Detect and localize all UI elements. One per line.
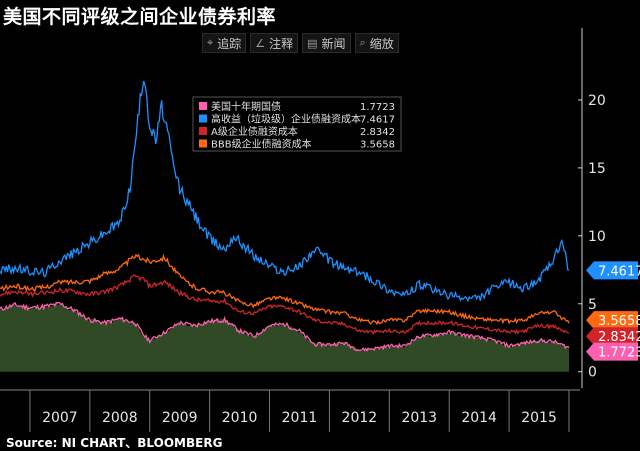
- legend-swatch: [199, 139, 207, 148]
- series-line-0: [0, 301, 570, 352]
- last-value-label: 2.8342: [598, 330, 640, 345]
- legend-series-name: 高收益（垃圾级）企业债融资成本: [211, 113, 361, 126]
- source-note: Source: NI CHART、BLOOMBERG: [6, 436, 223, 450]
- legend-series-value: 2.8342: [360, 127, 395, 138]
- x-tick-label: 2011: [282, 410, 318, 426]
- legend-box: [192, 96, 402, 152]
- last-value-tag: [586, 261, 638, 280]
- last-value-label: 3.5658: [598, 314, 640, 329]
- annotate-button[interactable]: ∠ 注释: [250, 33, 299, 53]
- y-tick-label: 20: [588, 93, 606, 109]
- legend-series-name: 美国十年期国债: [211, 100, 281, 113]
- last-value-label: 1.7723: [598, 346, 640, 361]
- x-tick-label: 2012: [342, 410, 378, 426]
- legend-series-value: 1.7723: [360, 102, 395, 113]
- treasury-area: [0, 302, 569, 372]
- legend-swatch: [199, 102, 207, 110]
- news-label: 新闻: [321, 36, 346, 51]
- footer-bar: Source: NI CHART、BLOOMBERG: [0, 432, 640, 451]
- y-tick-label: 0: [588, 365, 597, 381]
- pencil-icon: ∠: [255, 36, 266, 50]
- annotate-label: 注释: [269, 36, 294, 51]
- legend-series-name: BBB级企业债融资成本: [211, 138, 312, 151]
- y-tick-label: 10: [588, 229, 606, 245]
- last-value-tag: [586, 342, 638, 361]
- legend-series-value: 3.5658: [360, 140, 395, 151]
- last-value-label: 7.4617: [598, 264, 640, 279]
- legend-series-value: 7.4617: [360, 115, 395, 126]
- crosshair-icon: ⌖: [207, 36, 214, 49]
- x-tick-label: 2010: [222, 410, 258, 426]
- x-tick-label: 2014: [461, 410, 497, 426]
- x-tick-label: 2009: [162, 410, 198, 426]
- track-button[interactable]: ⌖ 追踪: [202, 33, 247, 53]
- x-tick-label: 2007: [42, 410, 78, 426]
- zoom-icon: ⌕: [359, 36, 366, 49]
- x-tick-label: 2015: [521, 410, 557, 426]
- zoom-label: 缩放: [369, 36, 394, 51]
- y-tick-label: 5: [588, 297, 597, 313]
- last-value-tag: [586, 311, 638, 330]
- x-axis-band: [0, 390, 580, 432]
- zoom-button[interactable]: ⌕ 缩放: [354, 33, 399, 53]
- bond-yield-chart: 0 5 10 15 20 2007 2008 2009 2010 2011 2012 2013 2014…: [0, 28, 640, 432]
- series-line-1: [0, 80, 570, 303]
- series-line-2: [0, 274, 570, 336]
- track-label: 追踪: [217, 36, 242, 51]
- x-tick-label: 2008: [102, 410, 138, 426]
- x-tick-label: 2013: [401, 410, 437, 426]
- legend-series-name: A级企业债融资成本: [211, 125, 298, 138]
- chart-title: 美国不同评级之间企业债券利率: [3, 6, 277, 28]
- y-tick-label: 15: [588, 161, 606, 177]
- news-button[interactable]: ▤ 新闻: [302, 33, 351, 53]
- news-icon: ▤: [307, 36, 318, 50]
- legend-swatch: [199, 114, 207, 123]
- series-line-3: [0, 253, 570, 326]
- last-value-tag: [586, 327, 638, 346]
- legend-swatch: [199, 127, 207, 135]
- chart-toolbar: ⌖ 追踪 ∠ 注释 ▤ 新闻 ⌕ 缩放: [202, 33, 399, 53]
